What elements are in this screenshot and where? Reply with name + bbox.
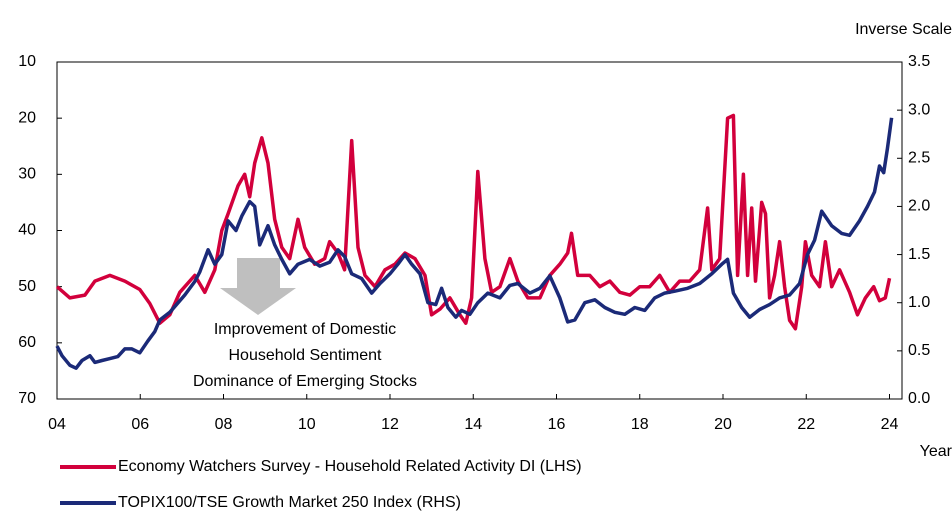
x-tick-label: 22 [797, 416, 815, 433]
annotation: Dominance of Emerging Stocks [193, 373, 417, 390]
y-tick-label: 50 [18, 278, 36, 295]
x-tick-label: 24 [881, 416, 899, 433]
x-tick-label: 10 [298, 416, 316, 433]
legend-label: Economy Watchers Survey - Household Rela… [118, 458, 582, 475]
y2-tick-label: 0.0 [908, 390, 930, 407]
y2-tick-label: 2.0 [908, 198, 930, 215]
axis-note: Inverse Scale [855, 21, 952, 38]
y-tick-label: 10 [18, 53, 36, 70]
y2-tick-label: 3.0 [908, 101, 930, 118]
plot-frame [56, 61, 903, 400]
x-tick-label: 16 [548, 416, 566, 433]
x-tick-label: 12 [381, 416, 399, 433]
annotation-arrow [220, 258, 296, 315]
annotation: Improvement of Domestic [214, 321, 396, 338]
x-tick-label: 20 [714, 416, 732, 433]
series-line [55, 113, 892, 331]
x-tick-label: 14 [464, 416, 482, 433]
y-tick-label: 70 [18, 390, 36, 407]
y-tick-label: 20 [18, 109, 36, 126]
x-axis-label: Year [920, 443, 952, 460]
y-tick-label: 40 [18, 222, 36, 239]
x-tick-label: 18 [631, 416, 649, 433]
y2-tick-label: 0.5 [908, 342, 930, 359]
y2-tick-label: 1.5 [908, 246, 930, 263]
y-tick-label: 60 [18, 334, 36, 351]
y2-tick-label: 3.5 [908, 53, 930, 70]
legend-label: TOPIX100/TSE Growth Market 250 Index (RH… [118, 494, 461, 511]
series-line [55, 117, 894, 370]
y2-tick-label: 2.5 [908, 150, 930, 167]
x-tick-label: 06 [131, 416, 149, 433]
x-tick-label: 04 [48, 416, 66, 433]
y2-tick-label: 1.0 [908, 294, 930, 311]
annotation: Household Sentiment [229, 347, 383, 364]
x-tick-label: 08 [215, 416, 233, 433]
y-tick-label: 30 [18, 166, 36, 183]
